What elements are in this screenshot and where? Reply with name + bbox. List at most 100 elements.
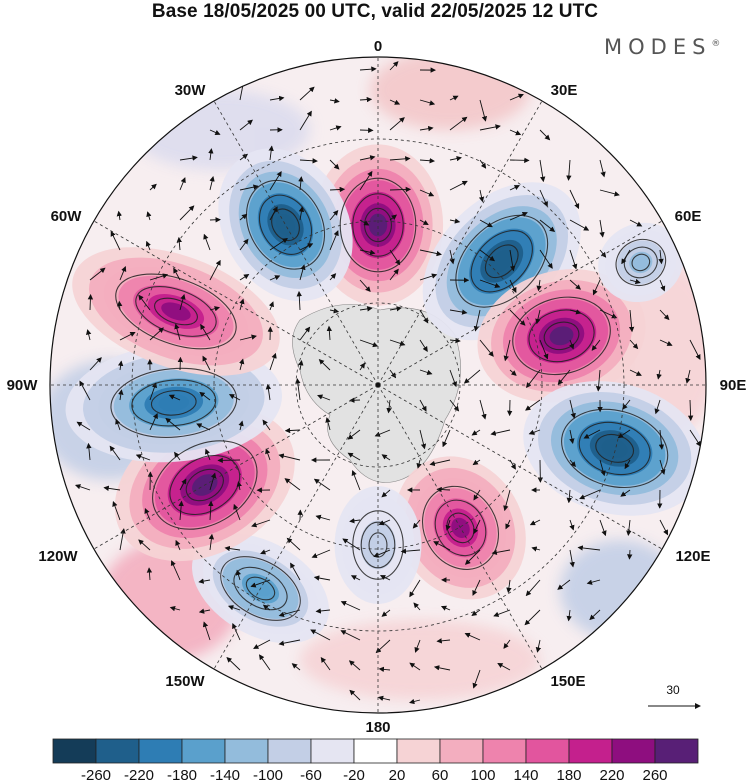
wind-vector [347, 452, 361, 461]
wind-vector [621, 249, 631, 265]
wind-vector [389, 306, 402, 312]
wind-vector [473, 309, 481, 332]
wind-vector [429, 459, 451, 467]
wind-vector [536, 279, 542, 292]
wind-vector [419, 219, 429, 226]
wind-vector [116, 210, 123, 221]
colorbar-swatch [224, 738, 269, 764]
wind-vector [490, 429, 511, 436]
lon-label-60e: 60E [675, 208, 702, 225]
wind-vector [509, 185, 520, 191]
colorbar-swatch [525, 738, 570, 764]
wind-vector [569, 249, 578, 270]
wind-vector [298, 359, 304, 371]
wind-vector [278, 639, 301, 646]
wind-vector [624, 459, 631, 470]
wind-vector [149, 413, 158, 431]
wind-vector [592, 279, 601, 296]
wind-vector [86, 442, 92, 461]
wind-vector [233, 503, 241, 521]
wind-vector [658, 249, 664, 265]
wind-vector [239, 358, 245, 371]
wind-vector [433, 541, 451, 551]
wind-vector [506, 579, 512, 594]
wind-vector [629, 369, 642, 376]
wind-vector [569, 309, 582, 315]
wind-vector [239, 274, 250, 281]
wind-vector [379, 575, 391, 581]
wind-vector [622, 399, 631, 410]
wind-vector [373, 549, 391, 558]
wind-vector [311, 549, 331, 559]
wind-vector [170, 560, 181, 581]
wind-vector [359, 66, 377, 72]
wind-vector [419, 125, 434, 132]
wind-vector [472, 669, 481, 689]
wind-vector [179, 155, 198, 161]
wind-vector [493, 609, 511, 617]
colorbar-swatch [353, 738, 398, 764]
wind-vector [269, 352, 277, 371]
wind-vector [200, 323, 211, 341]
wind-vector [419, 273, 438, 281]
wind-vector [268, 145, 274, 161]
wind-vector [479, 399, 487, 420]
wind-vector [325, 417, 331, 431]
colorbar: -260 -220 -180 -140 -100 -60 -20 20 60 100 140 180 2… [52, 738, 699, 783]
wind-vector [329, 209, 339, 221]
wind-vector [298, 176, 304, 191]
wind-vector [419, 99, 436, 106]
wind-vector [232, 623, 241, 641]
wind-vector [299, 326, 311, 341]
wind-vector [204, 448, 211, 461]
wind-vector [149, 382, 157, 401]
wind-vector [329, 186, 346, 193]
wind-vector [329, 159, 340, 170]
wind-vector [149, 183, 157, 191]
wind-vector [620, 489, 631, 497]
wind-vector [579, 489, 601, 500]
colorbar-label: 20 [389, 767, 406, 783]
colorbar-swatch [138, 738, 183, 764]
wind-vector [659, 279, 666, 292]
wind-vector [389, 186, 412, 193]
wind-vector [359, 155, 376, 161]
wind-vector [412, 519, 421, 529]
wind-vector [449, 369, 457, 388]
wind-vector [557, 369, 571, 385]
wind-vector [208, 533, 215, 551]
wind-vector [599, 459, 606, 477]
wind-vector [359, 96, 373, 103]
wind-vector [479, 99, 488, 122]
wind-vector [317, 394, 331, 401]
wind-vector [89, 267, 106, 281]
wind-vector [449, 399, 460, 412]
wind-vector [471, 609, 481, 616]
wind-vector [436, 486, 451, 493]
wind-vector [505, 519, 511, 530]
wind-vector [658, 429, 665, 450]
wind-vector [659, 459, 666, 475]
lon-label-150e: 150E [550, 673, 585, 690]
wind-vector [377, 695, 391, 702]
colorbar-swatch [611, 738, 656, 764]
wind-vector [315, 514, 331, 521]
wind-vector [378, 519, 391, 526]
wind-vector [265, 383, 272, 401]
wind-vector [76, 421, 91, 431]
wind-vector [599, 189, 620, 197]
wind-vector [509, 369, 517, 376]
wind-vector [472, 579, 481, 596]
colorbar-swatch [310, 738, 355, 764]
wind-vector [503, 639, 511, 649]
wind-vector [202, 621, 211, 641]
wind-vector [472, 459, 481, 466]
wind-vector [313, 575, 331, 581]
wind-vector [262, 604, 271, 611]
wind-vector [419, 369, 433, 376]
wind-vector [419, 249, 442, 257]
wind-vector [260, 549, 271, 555]
wind-vector [239, 119, 253, 131]
wind-vector [340, 630, 361, 641]
wind-vector [224, 545, 241, 552]
